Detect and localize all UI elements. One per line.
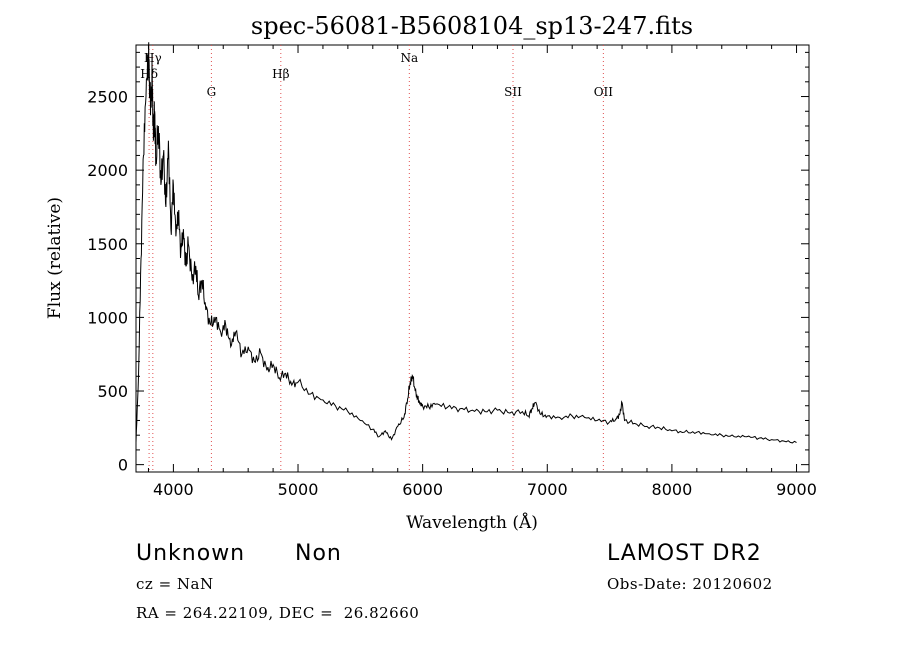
object-subclass: Non [295, 541, 342, 566]
spectral-line-label: Hγ [144, 51, 162, 65]
spectrum-line [135, 42, 797, 444]
y-tick-label: 500 [97, 382, 128, 401]
y-tick-label: 1500 [87, 235, 128, 254]
y-axis-label: Flux (relative) [45, 197, 65, 319]
y-tick-label: 2500 [87, 88, 128, 107]
spectral-line-label: SII [504, 85, 522, 99]
survey-name: LAMOST DR2 [607, 541, 762, 566]
obs-date-text: Obs-Date: 20120602 [607, 575, 773, 593]
x-tick-label: 8000 [652, 480, 693, 499]
chart-title: spec-56081-B5608104_sp13-247.fits [251, 12, 693, 40]
x-tick-label: 5000 [278, 480, 319, 499]
x-axis-label: Wavelength (Å) [406, 512, 538, 533]
y-tick-label: 2000 [87, 161, 128, 180]
plot-frame [135, 44, 810, 473]
x-tick-label: 4000 [153, 480, 194, 499]
redshift-text: cz = NaN [136, 575, 214, 593]
axis-ticks: 4000 5000 6000 7000 8000 9000 0 500 1000 1500 2000… [87, 45, 817, 499]
y-tick-label: 0 [118, 456, 128, 475]
x-tick-label: 6000 [402, 480, 443, 499]
y-tick-label: 1000 [87, 308, 128, 327]
x-tick-label: 9000 [776, 480, 817, 499]
spectral-line-label: G [207, 85, 217, 99]
coordinates-text: RA = 264.22109, DEC = 26.82660 [136, 604, 420, 622]
x-tick-label: 7000 [527, 480, 568, 499]
spectral-line-label: OII [594, 85, 614, 99]
spectral-line-label: Na [400, 51, 418, 65]
object-class: Unknown [136, 541, 246, 566]
spectral-line-label: Hβ [272, 67, 289, 81]
